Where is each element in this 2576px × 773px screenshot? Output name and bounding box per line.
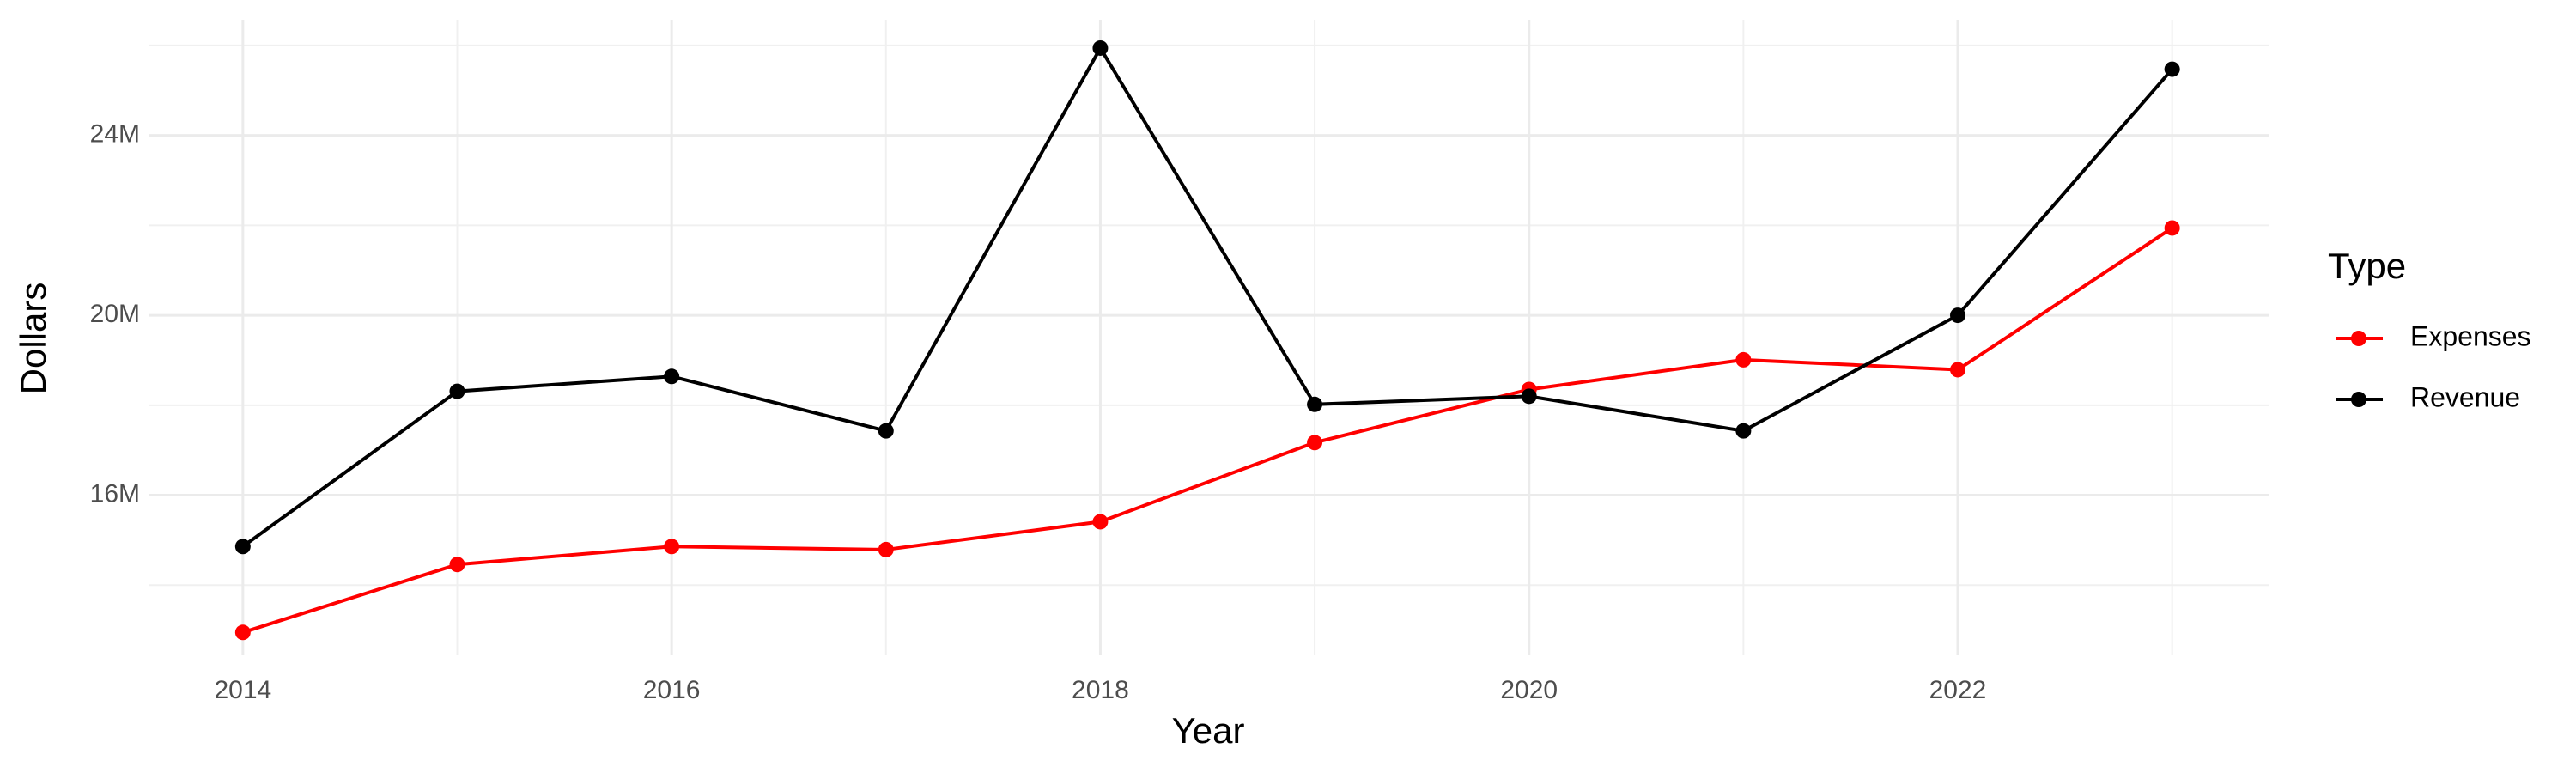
point — [878, 541, 894, 557]
y-tick-label: 16M — [90, 479, 140, 508]
line — [242, 226, 2173, 635]
x-tick-label: 2014 — [214, 676, 271, 704]
point — [664, 368, 680, 385]
point — [1307, 396, 1323, 412]
point — [1735, 351, 1752, 368]
x-tick-label: 2020 — [1500, 676, 1558, 704]
point — [234, 624, 251, 641]
legend-label: Revenue — [2410, 381, 2520, 412]
point — [449, 383, 465, 399]
x-axis-title: Year — [1172, 710, 1245, 751]
point — [878, 423, 894, 439]
point — [1521, 388, 1537, 405]
point — [1092, 40, 1109, 56]
point — [664, 539, 680, 555]
line — [241, 45, 2174, 548]
point — [449, 557, 465, 573]
x-tick-label: 2016 — [643, 676, 701, 704]
point — [1735, 423, 1752, 439]
point — [2164, 220, 2180, 236]
point — [1307, 435, 1323, 451]
y-tick-label: 24M — [90, 120, 140, 149]
x-tick-label: 2022 — [1929, 676, 1987, 704]
y-axis-title: Dollars — [13, 283, 53, 395]
legend-label: Expenses — [2410, 320, 2531, 351]
point — [2164, 61, 2180, 77]
legend-title: Type — [2328, 246, 2406, 286]
x-tick-label: 2018 — [1072, 676, 1129, 704]
point — [1092, 514, 1109, 530]
point — [1950, 362, 1966, 378]
point — [234, 539, 251, 555]
legend-key-point — [2351, 392, 2366, 407]
legend-key-point — [2351, 331, 2366, 346]
point — [1950, 307, 1966, 324]
y-tick-label: 20M — [90, 300, 140, 328]
